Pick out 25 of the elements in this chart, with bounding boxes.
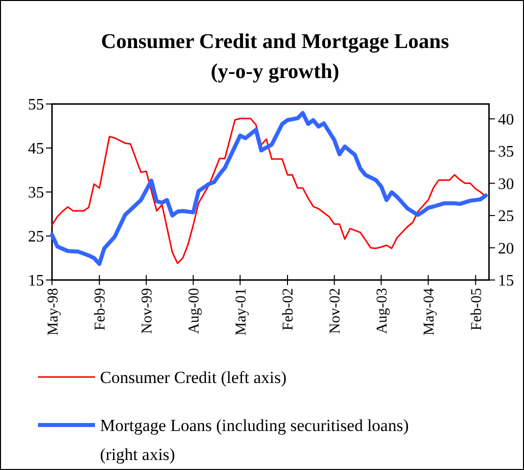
y2-tick-label: 35 bbox=[498, 144, 514, 161]
x-tick-label: Feb-02 bbox=[280, 288, 297, 330]
legend-label: Mortgage Loans (including securitised loans) (right axis) bbox=[100, 416, 409, 464]
x-tick-label: May-04 bbox=[421, 288, 438, 336]
y2-tick-label: 40 bbox=[498, 111, 514, 128]
x-tick-label: Feb-05 bbox=[468, 288, 485, 330]
x-tick-label: Feb-99 bbox=[92, 288, 109, 330]
x-tick-label: May-01 bbox=[233, 288, 250, 336]
x-tick-label: May-98 bbox=[45, 288, 62, 336]
chart-subtitle: (y-o-y growth) bbox=[210, 59, 340, 83]
x-tick-label: Nov-99 bbox=[139, 288, 156, 334]
y-tick-label: 25 bbox=[28, 228, 44, 246]
y2-tick-label: 25 bbox=[498, 208, 514, 226]
y-tick-label: 35 bbox=[28, 184, 44, 202]
x-tick-label: Nov-02 bbox=[328, 288, 344, 334]
y2-tick-label: 20 bbox=[498, 240, 514, 258]
y2-tick-label: 30 bbox=[498, 176, 514, 193]
y-tick-label: 15 bbox=[28, 272, 44, 290]
y-tick-label: 45 bbox=[28, 140, 44, 158]
legend-label: Consumer Credit (left axis) bbox=[100, 368, 286, 387]
y2-tick-label: 15 bbox=[498, 272, 514, 290]
y-tick-label: 55 bbox=[28, 96, 44, 114]
x-tick-label: Aug-00 bbox=[186, 288, 203, 334]
chart-title: Consumer Credit and Mortgage Loans bbox=[100, 29, 450, 53]
x-tick-label: Aug-03 bbox=[374, 288, 390, 334]
